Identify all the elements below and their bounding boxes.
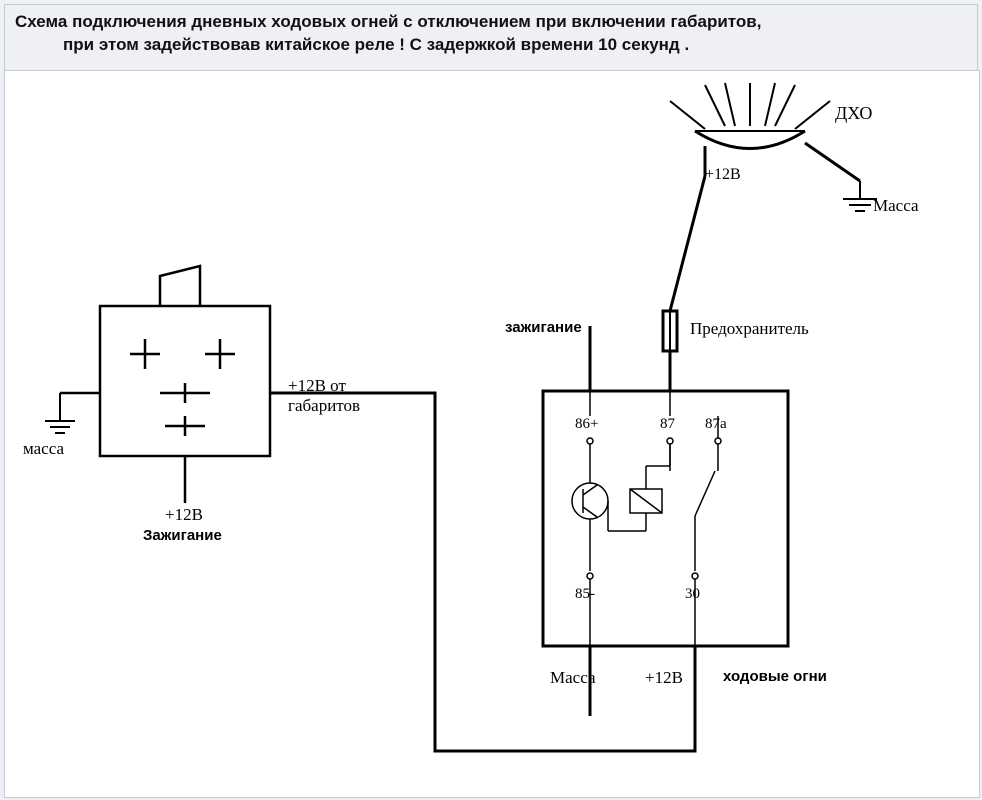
diagram-title: Схема подключения дневных ходовых огней … <box>4 4 978 78</box>
label-pin87a: 87a <box>705 416 727 433</box>
drl-lamp-icon <box>670 83 830 149</box>
label-plus12v-bottom: +12В <box>645 668 683 688</box>
wiring-diagram: ДХО +12В Масса Предохранитель зажигание … <box>4 70 980 798</box>
label-fuse: Предохранитель <box>690 319 809 339</box>
label-parking-2: габаритов <box>288 396 360 416</box>
label-massa-top: Масса <box>873 196 919 216</box>
label-plus12v-ign: +12В <box>165 505 203 525</box>
label-pin86: 86+ <box>575 416 598 433</box>
label-pin30: 30 <box>685 586 700 603</box>
fuse-icon <box>663 311 677 351</box>
ground-icon-left <box>45 393 75 433</box>
label-massa-bottom: Масса <box>550 668 596 688</box>
label-parking-1: +12В от <box>288 376 346 396</box>
label-ignition-left: Зажигание <box>143 527 222 544</box>
label-pin87: 87 <box>660 416 675 433</box>
title-line-2: при этом задействовав китайское реле ! С… <box>15 34 967 57</box>
label-pin85: 85- <box>575 586 595 603</box>
label-plus12v-lamp: +12В <box>705 166 741 184</box>
label-dho: ДХО <box>835 103 872 124</box>
label-ignition-top: зажигание <box>505 319 582 336</box>
title-line-1: Схема подключения дневных ходовых огней … <box>15 11 967 34</box>
label-massa-left: масса <box>23 439 64 459</box>
ground-icon <box>843 181 877 211</box>
label-running-lights: ходовые огни <box>723 668 827 685</box>
